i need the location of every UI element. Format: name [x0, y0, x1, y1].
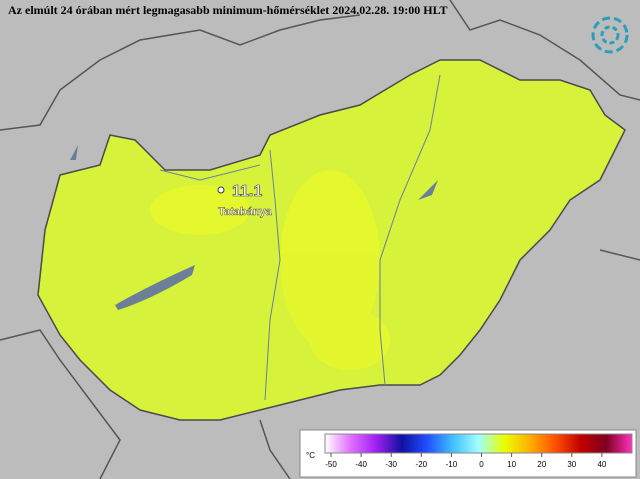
colorbar-tick-label: 40 [597, 460, 606, 469]
colorbar-tick-label: 30 [567, 460, 576, 469]
colorbar-unit: °C [306, 451, 315, 460]
lake [418, 180, 438, 200]
logo [591, 16, 629, 54]
warm-patches [150, 170, 390, 370]
colorbar [324, 433, 633, 454]
colorbar-tick-label: -20 [416, 460, 428, 469]
colorbar-tick-label: -30 [385, 460, 397, 469]
rivers [159, 74, 441, 401]
colorbar-tick-label: -10 [446, 460, 458, 469]
station-marker [217, 186, 225, 194]
colorbar-tick-label: 20 [537, 460, 546, 469]
lake [70, 145, 78, 160]
colorbar-tick-label: 10 [507, 460, 516, 469]
colorbar-tick-label: -40 [355, 460, 367, 469]
lake [115, 265, 195, 310]
station-value: 11.1 [232, 183, 262, 200]
title: Az elmúlt 24 órában mért legmagasabb min… [8, 3, 448, 17]
colorbar-tick-label: -50 [325, 460, 337, 469]
colorbar-tick-label: 0 [479, 460, 484, 469]
station-name: Tatabánya [218, 206, 272, 218]
